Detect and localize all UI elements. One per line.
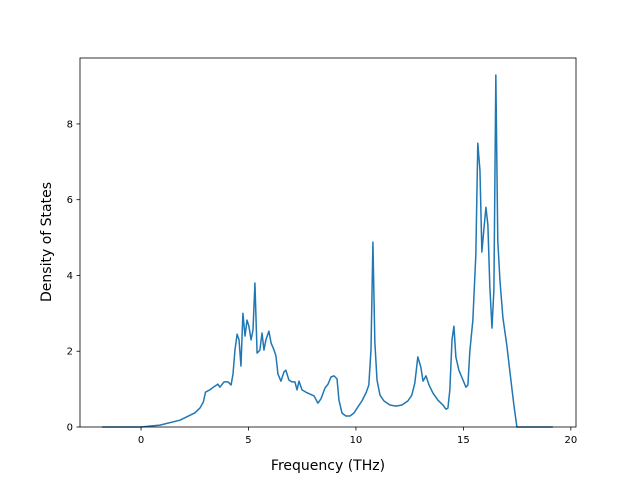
x-tick-label: 0 (138, 435, 144, 446)
data-line (102, 74, 553, 428)
y-tick-label: 0 (67, 423, 73, 434)
y-axis-label: Density of States (39, 182, 55, 302)
y-tick-label: 2 (67, 347, 73, 358)
x-tick-label: 15 (457, 435, 470, 446)
y-tick-label: 8 (67, 119, 73, 130)
plot-frame (79, 57, 577, 428)
y-tick-label: 4 (67, 271, 73, 282)
x-tick-label: 10 (350, 435, 363, 446)
x-tick-label: 20 (564, 435, 577, 446)
x-tick-label: 5 (245, 435, 251, 446)
y-tick-label: 6 (67, 195, 73, 206)
x-axis-label: Frequency (THz) (271, 458, 385, 474)
